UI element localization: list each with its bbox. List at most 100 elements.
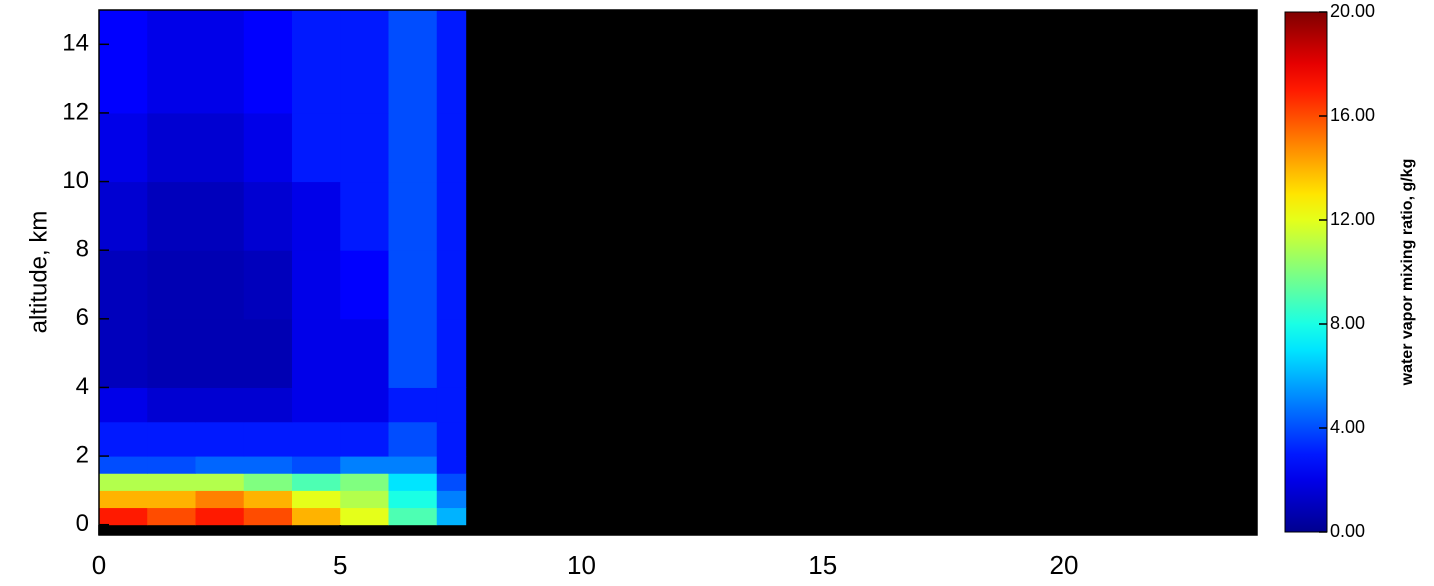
heatmap-cell [147, 421, 196, 457]
heatmap-cell [436, 507, 467, 526]
heatmap-cell [292, 507, 341, 526]
heatmap-cell [243, 318, 293, 388]
heatmap-cell [388, 10, 438, 114]
heatmap-cell [243, 490, 293, 509]
colorbar-tick-label: 0.00 [1330, 521, 1365, 541]
y-tick-label: 12 [62, 98, 89, 125]
heatmap-cell [243, 456, 293, 474]
heatmap-cell [388, 250, 438, 320]
heatmap-cell [195, 318, 245, 388]
heatmap-cell [388, 473, 438, 491]
heatmap-cell [292, 387, 341, 423]
heatmap-cell [388, 387, 438, 423]
heatmap-cell [243, 250, 293, 320]
heatmap-cell [147, 10, 196, 114]
heatmap-cell [147, 181, 196, 251]
heatmap-cell [195, 421, 245, 457]
heatmap-cell [243, 507, 293, 526]
heatmap-cell [340, 387, 389, 423]
x-tick-label: 10 [567, 550, 596, 580]
heatmap-cell [99, 181, 148, 251]
heatmap-cell [147, 112, 196, 183]
heatmap-cell [147, 387, 196, 423]
heatmap-cell [340, 181, 389, 251]
heatmap-cell [243, 181, 293, 251]
heatmap-cell [99, 318, 148, 388]
y-tick-label: 2 [76, 441, 89, 468]
heatmap-cell [195, 10, 245, 114]
heatmap-cell [292, 10, 341, 114]
heatmap-cell [436, 10, 467, 114]
heatmap-cell [99, 10, 148, 114]
colorbar [1284, 11, 1328, 533]
heatmap-cell [99, 250, 148, 320]
heatmap-cell [292, 181, 341, 251]
heatmap-cell [388, 490, 438, 509]
heatmap-cell [436, 112, 467, 183]
x-tick-label: 15 [808, 550, 837, 580]
heatmap-cell [388, 421, 438, 457]
heatmap-cell [436, 456, 467, 474]
heatmap-cell [388, 112, 438, 183]
heatmap-cell [99, 112, 148, 183]
heatmap-cell [340, 250, 389, 320]
colorbar-tick-label: 20.00 [1330, 1, 1375, 21]
y-tick-label: 4 [76, 373, 89, 400]
heatmap-cell [388, 181, 438, 251]
heatmap-cell [147, 473, 196, 491]
heatmap-cell [243, 10, 293, 114]
heatmap-cell [436, 318, 467, 388]
heatmap-cell [340, 507, 389, 526]
y-tick-label: 14 [62, 30, 89, 57]
heatmap-cell [99, 473, 148, 491]
heatmap-cell [147, 318, 196, 388]
plot-frame [98, 9, 1258, 536]
heatmap-cell [436, 490, 467, 509]
heatmap-cell [340, 490, 389, 509]
heatmap-cell [195, 473, 245, 491]
x-tick-label: 5 [333, 550, 347, 580]
heatmap-cell [99, 387, 148, 423]
heatmap-cell [243, 421, 293, 457]
heatmap-cell [340, 318, 389, 388]
y-tick-label: 10 [62, 167, 89, 194]
heatmap-cell [436, 181, 467, 251]
heatmap-cell [99, 507, 148, 526]
heatmap-cell [195, 112, 245, 183]
heatmap-cell [195, 507, 245, 526]
heatmap-cell [292, 250, 341, 320]
colorbar-tick-label: 4.00 [1330, 417, 1365, 437]
heatmap-cell [388, 318, 438, 388]
heatmap-cell [195, 490, 245, 509]
heatmap-cell [340, 456, 389, 474]
heatmap-cell [195, 387, 245, 423]
heatmap-cell [436, 250, 467, 320]
heatmap-cell [147, 490, 196, 509]
y-tick-label: 0 [76, 510, 89, 537]
heatmap-cell [292, 456, 341, 474]
heatmap-cell [340, 112, 389, 183]
heatmap-cell [243, 112, 293, 183]
heatmap-cell [340, 10, 389, 114]
heatmap-cell [388, 456, 438, 474]
heatmap-cell [436, 387, 467, 423]
heatmap-cell [292, 112, 341, 183]
heatmap-cell [147, 250, 196, 320]
heatmap-cell [388, 507, 438, 526]
heatmap-cell [99, 490, 148, 509]
x-tick-label: 20 [1050, 550, 1079, 580]
heatmap-cell [436, 421, 467, 457]
heatmap-cell [292, 421, 341, 457]
heatmap-cell [292, 318, 341, 388]
heatmap-cell [340, 421, 389, 457]
colorbar-tick-label: 12.00 [1330, 209, 1375, 229]
heatmap-cell [195, 456, 245, 474]
heatmap-cell [340, 473, 389, 491]
colorbar-tick-label: 16.00 [1330, 105, 1375, 125]
heatmap-cell [243, 473, 293, 491]
heatmap-cell [99, 456, 148, 474]
heatmap-cell [243, 387, 293, 423]
heatmap-cell [195, 181, 245, 251]
heatmap-cell [147, 456, 196, 474]
